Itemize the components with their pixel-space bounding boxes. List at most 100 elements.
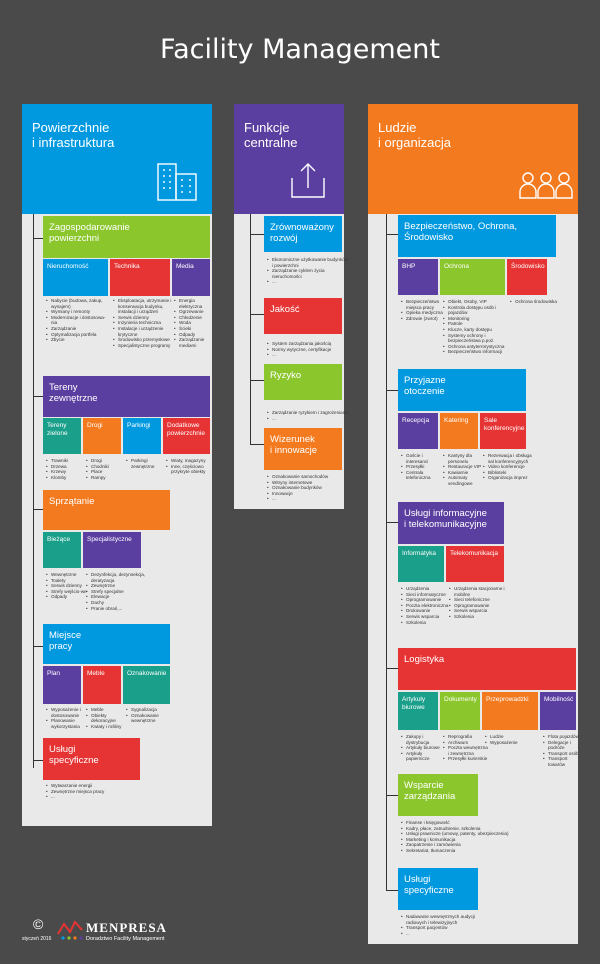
list-drogi: DrogiChodnikiPlaceRampy bbox=[84, 458, 127, 480]
list-biezace: WewnętrzneToaletySerwis dziennyStrefy we… bbox=[44, 572, 87, 600]
list-item: Środowisko przemysłowe bbox=[113, 337, 174, 343]
list-oznakowanie: SygnalizacjaOznakowanie wewnętrzne bbox=[124, 707, 176, 724]
list-item: Woda bbox=[174, 320, 215, 326]
tree-branch bbox=[250, 234, 264, 235]
list-item: Transport towarów bbox=[543, 756, 584, 767]
list-item: Zewnętrzne bbox=[86, 583, 147, 589]
sub-label: Technika bbox=[114, 263, 140, 270]
tree-branch bbox=[250, 444, 264, 445]
list-parkingi: Parkingi zewnętrzne bbox=[124, 458, 167, 469]
list-item: Inżynieria techniczna bbox=[113, 320, 174, 326]
list-wsparcie: Finanse i księgowośćKadry, płace, zatrud… bbox=[399, 820, 516, 854]
list-item: Optymalizacja portfela bbox=[46, 332, 111, 338]
copyright-symbol: © bbox=[33, 916, 44, 932]
sub-ochrona: Ochrona bbox=[440, 259, 505, 295]
list-item: Archiwum bbox=[443, 740, 490, 746]
brand-tagline: Doradztwo Facility Management bbox=[86, 936, 165, 942]
list-item: Wyposażenie bbox=[485, 740, 544, 746]
section-miejsce-pracy: Miejsce pracy bbox=[43, 624, 170, 664]
list-item: Modernizacje i dostosowa-nia bbox=[46, 315, 111, 326]
list-item: Monitoring bbox=[443, 316, 512, 322]
list-item: Chłodzenie bbox=[174, 315, 215, 321]
section-zagospodarowanie: Zagospodarowanie powierzchni bbox=[43, 216, 210, 258]
list-item: Klucze, karty dostępu bbox=[443, 327, 512, 333]
list-item: Zarządzanie bbox=[46, 326, 111, 332]
list-item: ... bbox=[401, 931, 496, 937]
list-item: Rezerwacja i obsługa sal konferencyjnych bbox=[483, 453, 536, 464]
list-item: Urządzenia bbox=[401, 586, 452, 592]
list-item: Witryny internetowe bbox=[267, 480, 350, 486]
list-item: Marketing i komunikacja bbox=[401, 837, 516, 843]
list-item: Kantyny dla personelu bbox=[443, 453, 486, 464]
list-mobilnosc: Flota pojazdówDelegacje i podróżeTranspo… bbox=[541, 734, 584, 768]
list-plan: Wyposażenie i dostosowaniePlanowanie wyk… bbox=[44, 707, 89, 729]
sub-przeprowadzki: Przeprowadzki bbox=[482, 692, 538, 730]
sub-label: Dodatkowe powierzchnie bbox=[167, 422, 205, 437]
list-item: Kwiaty i rośliny bbox=[86, 724, 129, 730]
list-item: Organizacja imprez bbox=[483, 475, 536, 481]
sub-label: Nieruchomość bbox=[47, 263, 89, 270]
menpresa-logo-icon bbox=[57, 920, 83, 940]
list-item: Dachy bbox=[86, 600, 147, 606]
sub-srodowisko: Środowisko bbox=[507, 259, 547, 295]
list-item: Serwis dzienny bbox=[46, 583, 87, 589]
list-item: Strefy wejścio-we bbox=[46, 589, 87, 595]
sub-label: Katering bbox=[444, 417, 469, 424]
header-central-functions: Funkcje centralne bbox=[234, 104, 344, 214]
tree-branch bbox=[386, 390, 398, 391]
list-item: Nabycie (budowa, zakup, wynajem) bbox=[46, 298, 111, 309]
list-item: Bezpieczeństwo informacji bbox=[443, 349, 512, 355]
list-wizerunek: Oznakowanie samochodówWitryny internetow… bbox=[265, 474, 350, 502]
sub-label: Przeprowadzki bbox=[486, 696, 529, 703]
list-item: Sygnalizacja bbox=[126, 707, 176, 713]
list-item: Poczta elektroniczna bbox=[401, 603, 452, 609]
header-people-label: Ludzie i organizacja bbox=[378, 120, 451, 150]
list-item: Ekonomiczne użytkowanie budynków i powie… bbox=[267, 257, 350, 268]
sub-tereny-zielone: Tereny zielone bbox=[43, 418, 81, 454]
list-item: Ochrona antyterrorystyczna bbox=[443, 344, 512, 350]
list-item: Restauracje VIP bbox=[443, 464, 486, 470]
sub-label: Bieżące bbox=[47, 536, 71, 543]
section-label: Wizerunek i innowacje bbox=[270, 434, 317, 456]
section-sprzatanie-label: Sprzątanie bbox=[49, 496, 95, 507]
list-item: Zarządzanie cyklem życia nieruchomości bbox=[267, 268, 350, 279]
section-label: Logistyka bbox=[404, 654, 445, 665]
list-item: Meble bbox=[86, 707, 129, 713]
list-przeprowadzki: LudzieWyposażenie bbox=[483, 734, 544, 745]
sub-telekomunikacja: Telekomunikacja bbox=[446, 546, 504, 582]
section-jakosc: Jakość bbox=[264, 298, 342, 334]
list-item: Planowanie wykorzystania bbox=[46, 718, 89, 729]
list-item: Serwis dzienny bbox=[113, 315, 174, 321]
sub-label: Plan bbox=[47, 670, 61, 677]
list-item: Toalety bbox=[46, 578, 87, 584]
section-label: Przyjazne otoczenie bbox=[404, 375, 446, 397]
section-uslugi-specyficzne: Usługi specyficzne bbox=[43, 738, 140, 780]
list-artykuly-biurowe: Zakupy i dystrybucjaArtykuły biuroweArty… bbox=[399, 734, 446, 762]
list-item: Drukowanie bbox=[401, 608, 452, 614]
section-miejsce-pracy-label: Miejsce pracy bbox=[49, 630, 82, 652]
list-item: Transport osób bbox=[543, 751, 584, 757]
list-item: Wymiany i remonty bbox=[46, 309, 111, 315]
list-item: Parkingi zewnętrzne bbox=[126, 458, 167, 469]
list-uslugi-specyficzne-2: Nadawanie wewnętrznych audycji radiowych… bbox=[399, 914, 496, 936]
sub-recepcja: Recepcja bbox=[398, 413, 438, 449]
list-item: Trawniki bbox=[46, 458, 87, 464]
list-item: Bezpieczeństwo miejsca pracy bbox=[401, 299, 446, 310]
header-people: Ludzie i organizacja bbox=[368, 104, 578, 214]
list-technika: Eksploatacja, utrzymanie i konserwacja b… bbox=[111, 298, 174, 348]
tree-branch bbox=[386, 795, 398, 796]
section-label: Bezpieczeństwo, Ochrona, Środowisko bbox=[404, 221, 518, 243]
list-item: Przesyłki kurierskie bbox=[443, 756, 490, 762]
sub-plan: Plan bbox=[43, 666, 81, 704]
sub-oznakowanie: Oznakowanie bbox=[123, 666, 170, 704]
list-item: Oznakowanie budynków bbox=[267, 485, 350, 491]
list-item: Zakupy i dystrybucja bbox=[401, 734, 446, 745]
list-item: Poczta wewnętrzna i zewnętrzna bbox=[443, 745, 490, 756]
list-tereny-zielone: TrawnikiDrzewaKrzewyKlomby bbox=[44, 458, 87, 480]
list-item: Sieci telefoniczne bbox=[449, 597, 512, 603]
section-tereny-label: Tereny zewnętrzne bbox=[49, 382, 98, 404]
list-srodowisko: Ochrona środowiska bbox=[508, 299, 560, 305]
list-item: Ochrona środowiska bbox=[510, 299, 560, 305]
list-item: ... bbox=[46, 794, 151, 800]
list-item: Automaty vendingowe bbox=[443, 475, 486, 486]
